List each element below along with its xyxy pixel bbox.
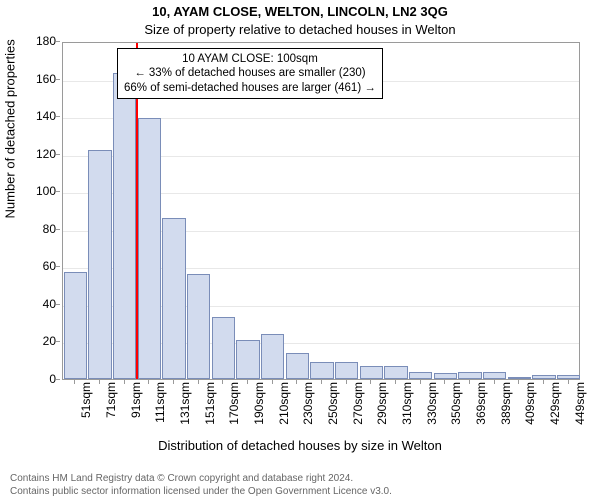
x-tick-label: 449sqm: [573, 382, 587, 434]
x-tick-label: 270sqm: [351, 382, 365, 434]
x-tick-label: 429sqm: [548, 382, 562, 434]
histogram-bar: [64, 272, 87, 379]
x-tick-mark: [74, 380, 75, 384]
x-tick-mark: [568, 380, 569, 384]
histogram-bar: [310, 362, 333, 379]
x-axis-label: Distribution of detached houses by size …: [0, 438, 600, 453]
x-tick-mark: [346, 380, 347, 384]
property-callout: 10 AYAM CLOSE: 100sqm← 33% of detached h…: [117, 48, 383, 99]
histogram-bar: [557, 375, 580, 379]
x-tick-label: 230sqm: [301, 382, 315, 434]
x-tick-mark: [222, 380, 223, 384]
x-tick-mark: [444, 380, 445, 384]
x-tick-mark: [124, 380, 125, 384]
x-tick-mark: [395, 380, 396, 384]
y-tick-label: 20: [16, 334, 56, 348]
footnote-line-1: Contains HM Land Registry data © Crown c…: [10, 473, 392, 486]
chart-subtitle: Size of property relative to detached ho…: [0, 22, 600, 37]
histogram-bar: [261, 334, 284, 379]
x-tick-mark: [247, 380, 248, 384]
y-tick-label: 180: [16, 34, 56, 48]
x-tick-mark: [173, 380, 174, 384]
x-tick-mark: [148, 380, 149, 384]
histogram-bar: [384, 366, 407, 379]
histogram-bar: [187, 274, 210, 379]
footnote-line-2: Contains public sector information licen…: [10, 486, 392, 499]
histogram-bar: [88, 150, 111, 379]
histogram-bar: [286, 353, 309, 379]
x-tick-label: 409sqm: [523, 382, 537, 434]
histogram-bar: [483, 372, 506, 380]
histogram-bar: [360, 366, 383, 379]
y-tick-label: 40: [16, 297, 56, 311]
page-title: 10, AYAM CLOSE, WELTON, LINCOLN, LN2 3QG: [0, 4, 600, 19]
x-tick-label: 131sqm: [178, 382, 192, 434]
histogram-bar: [434, 373, 457, 379]
x-tick-mark: [420, 380, 421, 384]
x-tick-mark: [296, 380, 297, 384]
histogram-bar: [162, 218, 185, 379]
footnote: Contains HM Land Registry data © Crown c…: [10, 473, 392, 498]
y-axis-label: Number of detached properties: [3, 199, 18, 219]
histogram-bar: [409, 372, 432, 380]
histogram-bar: [508, 377, 531, 379]
x-tick-label: 369sqm: [474, 382, 488, 434]
histogram-bar: [138, 118, 161, 379]
y-tick-label: 80: [16, 222, 56, 236]
x-tick-label: 170sqm: [227, 382, 241, 434]
x-tick-label: 389sqm: [499, 382, 513, 434]
histogram-bar: [236, 340, 259, 379]
x-tick-label: 350sqm: [449, 382, 463, 434]
y-tick-label: 160: [16, 72, 56, 86]
x-tick-label: 330sqm: [425, 382, 439, 434]
x-tick-mark: [543, 380, 544, 384]
histogram-bar: [113, 73, 136, 379]
x-tick-label: 290sqm: [375, 382, 389, 434]
callout-line: ← 33% of detached houses are smaller (23…: [124, 66, 376, 80]
x-tick-mark: [370, 380, 371, 384]
x-tick-mark: [321, 380, 322, 384]
histogram-bar: [212, 317, 235, 379]
y-tick-label: 100: [16, 184, 56, 198]
x-tick-mark: [198, 380, 199, 384]
histogram-bar: [532, 375, 555, 379]
callout-line: 66% of semi-detached houses are larger (…: [124, 81, 376, 95]
x-tick-mark: [99, 380, 100, 384]
x-tick-label: 111sqm: [153, 382, 167, 434]
y-tick-label: 60: [16, 259, 56, 273]
x-tick-mark: [272, 380, 273, 384]
x-tick-label: 310sqm: [400, 382, 414, 434]
x-tick-mark: [494, 380, 495, 384]
x-tick-mark: [469, 380, 470, 384]
y-tick-label: 140: [16, 109, 56, 123]
x-tick-label: 250sqm: [326, 382, 340, 434]
x-tick-label: 151sqm: [203, 382, 217, 434]
x-tick-label: 51sqm: [79, 382, 93, 434]
x-tick-label: 71sqm: [104, 382, 118, 434]
x-tick-label: 91sqm: [129, 382, 143, 434]
callout-line: 10 AYAM CLOSE: 100sqm: [124, 52, 376, 66]
y-tick-label: 120: [16, 147, 56, 161]
x-tick-label: 190sqm: [252, 382, 266, 434]
x-tick-label: 210sqm: [277, 382, 291, 434]
x-tick-mark: [518, 380, 519, 384]
y-tick-label: 0: [16, 372, 56, 386]
histogram-bar: [458, 372, 481, 380]
histogram-bar: [335, 362, 358, 379]
